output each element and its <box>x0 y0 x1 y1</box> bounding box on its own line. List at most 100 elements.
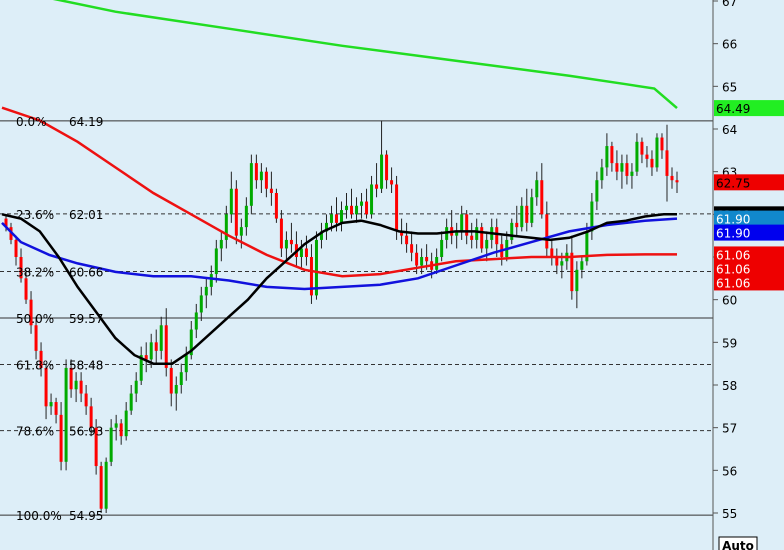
candle <box>159 316 163 360</box>
candle <box>69 359 73 398</box>
candle <box>620 154 624 189</box>
candle <box>630 163 634 189</box>
candle <box>670 167 674 189</box>
candle-body <box>425 257 429 262</box>
candle <box>44 363 48 420</box>
candle <box>470 222 474 249</box>
candle <box>209 265 213 296</box>
y-tick-label: 67 <box>722 0 737 9</box>
candle-body <box>189 329 193 356</box>
fib-percent-label: 23.6% <box>16 208 54 222</box>
price-tag-label: 61.06 <box>716 248 750 262</box>
candle <box>104 457 108 513</box>
candle <box>405 222 409 253</box>
candle <box>440 231 444 262</box>
moving-average-line <box>1 106 677 278</box>
candle-body <box>184 355 188 373</box>
candle <box>585 222 589 266</box>
candle-body <box>249 163 253 206</box>
candle <box>179 363 183 394</box>
price-tag-bg <box>714 100 784 117</box>
candle-body <box>79 380 83 394</box>
candle <box>525 188 529 232</box>
candle-body <box>610 146 614 164</box>
candle-body <box>59 414 63 462</box>
fib-percent-label: 38.2% <box>16 266 54 280</box>
candle-body <box>675 180 679 183</box>
candle-body <box>49 402 53 407</box>
candle <box>114 414 118 441</box>
candle <box>254 154 258 189</box>
candle-body <box>284 239 288 249</box>
candle-body <box>485 239 489 249</box>
candle-body <box>209 274 213 287</box>
fib-percent-label: 0.0% <box>16 115 47 129</box>
candle <box>19 248 23 283</box>
auto-scale-button[interactable]: Auto <box>718 536 758 550</box>
candle <box>224 205 228 249</box>
candle-body <box>475 227 479 240</box>
candle <box>460 205 464 240</box>
candle <box>600 158 604 189</box>
candle <box>174 376 178 411</box>
fib-percent-label: 61.8% <box>16 359 54 373</box>
candle-body <box>385 154 389 181</box>
y-tick-label: 57 <box>722 422 737 436</box>
candle-body <box>304 248 308 257</box>
fib-price-label: 62.01 <box>69 208 103 222</box>
candle <box>595 171 599 211</box>
candle <box>660 133 664 159</box>
price-tag-label: 61.90 <box>716 227 750 241</box>
candle <box>234 180 238 245</box>
candle-body <box>329 214 333 223</box>
candle <box>99 461 103 513</box>
candle-body <box>625 163 629 176</box>
candle-body <box>375 184 379 189</box>
candle <box>284 231 288 262</box>
candle <box>345 193 349 219</box>
candle <box>675 171 679 193</box>
candle <box>144 342 148 373</box>
fibonacci-retracement <box>0 120 713 516</box>
candle <box>530 188 534 228</box>
candle <box>89 397 93 437</box>
candle <box>249 154 253 215</box>
candle-body <box>279 218 283 249</box>
candle-body <box>84 393 88 407</box>
candle-body <box>465 214 469 236</box>
candle-body <box>29 299 33 326</box>
candle-body <box>324 222 328 232</box>
candle-body <box>590 201 594 232</box>
candle <box>39 342 43 377</box>
candle <box>119 419 123 445</box>
candle-body <box>560 261 564 266</box>
candle <box>420 248 424 275</box>
price-tag-bg <box>714 210 784 227</box>
price-tag-bg <box>714 174 784 191</box>
moving-average-line <box>52 0 678 110</box>
price-tag-bg <box>714 224 784 241</box>
price-tag: 62.75 <box>714 174 784 191</box>
candle-body <box>104 461 108 509</box>
candle-body <box>254 163 258 181</box>
candle-body <box>340 210 343 223</box>
candle <box>580 257 584 279</box>
candle-body <box>455 231 459 236</box>
candle-body <box>219 239 223 249</box>
candle <box>480 222 484 253</box>
candle-body <box>4 218 8 228</box>
price-tag-label: 61.06 <box>716 276 750 290</box>
candle-body <box>114 423 118 428</box>
candle <box>605 133 609 176</box>
candle <box>14 235 18 266</box>
price-tag-label: 61.06 <box>716 262 750 276</box>
price-tag-label: 62.75 <box>716 176 750 190</box>
price-tag-label: 64.49 <box>716 102 750 116</box>
y-tick-label: 64 <box>722 123 737 137</box>
price-tag: 61.06 <box>714 260 784 277</box>
candle-body <box>635 141 639 172</box>
candle-body <box>299 248 303 257</box>
candle <box>289 222 293 253</box>
